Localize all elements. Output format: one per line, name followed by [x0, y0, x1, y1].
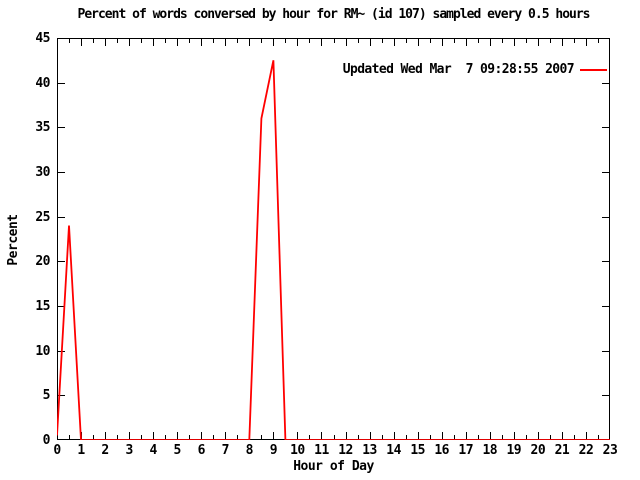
x-tick-label: 0 [53, 443, 61, 458]
x-tick-label: 10 [290, 443, 305, 458]
chart-title: Percent of words conversed by hour for R… [77, 7, 591, 22]
x-tick-label: 18 [482, 443, 498, 458]
x-tick-label: 7 [221, 443, 230, 458]
x-tick-label: 13 [362, 443, 377, 458]
x-tick-label: 17 [458, 443, 474, 458]
x-tick-label: 21 [554, 443, 570, 458]
x-tick-label: 16 [434, 443, 450, 458]
legend: Updated Wed Mar 7 09:28:55 2007 [285, 40, 607, 77]
x-tick-label: 9 [269, 443, 278, 458]
x-tick-label: 5 [173, 443, 182, 458]
x-tick-label: 2 [101, 443, 109, 458]
y-tick-label: 20 [35, 254, 50, 270]
x-tick-label: 11 [314, 443, 329, 458]
y-tick-label: 45 [35, 31, 50, 46]
legend-line-sample [580, 68, 607, 71]
y-tick-label: 0 [42, 433, 51, 448]
x-tick-label: 20 [530, 443, 546, 458]
data-series-line [57, 60, 610, 440]
x-tick-label: 8 [245, 443, 254, 458]
x-tick-label: 1 [77, 443, 85, 458]
x-axis-title: Hour of Day [293, 459, 374, 474]
plot-border [57, 38, 610, 440]
x-tick-label: 3 [125, 443, 133, 458]
x-tick-label: 23 [602, 443, 618, 458]
y-tick-label: 15 [35, 299, 50, 314]
y-tick-label: 30 [35, 165, 50, 180]
y-tick-label: 5 [42, 388, 51, 404]
x-tick-label: 14 [386, 443, 401, 458]
x-tick-label: 22 [578, 443, 594, 458]
x-tick-label: 12 [338, 443, 353, 458]
x-tick-label: 15 [410, 443, 425, 458]
y-tick-label: 10 [35, 343, 50, 359]
y-tick-label: 40 [35, 75, 50, 91]
plot-svg [57, 38, 610, 440]
plot-area: Updated Wed Mar 7 09:28:55 2007 [57, 38, 610, 440]
x-tick-label: 6 [197, 443, 206, 458]
legend-label: Updated Wed Mar 7 09:28:55 2007 [342, 62, 575, 77]
y-tick-label: 25 [35, 209, 50, 225]
y-tick-label: 35 [35, 120, 50, 136]
x-tick-label: 19 [506, 443, 522, 458]
x-tick-label: 4 [149, 443, 158, 458]
